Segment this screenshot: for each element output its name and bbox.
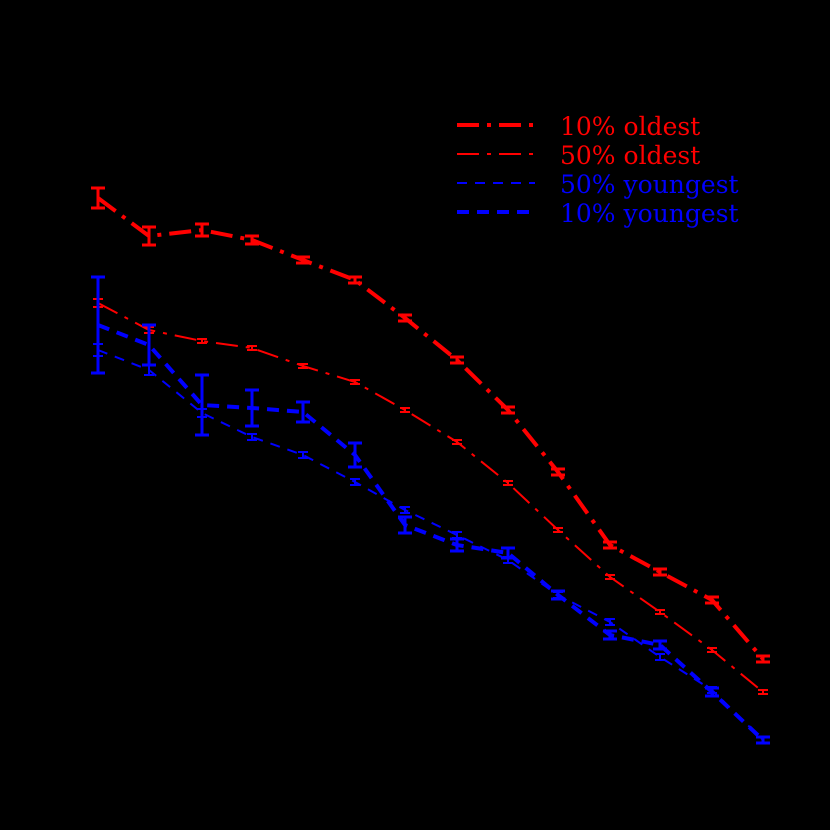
legend-item-50-oldest: 50% oldest bbox=[455, 142, 795, 171]
legend-label: 10% youngest bbox=[560, 199, 739, 228]
legend-line-icon bbox=[457, 182, 535, 184]
legend-label: 10% oldest bbox=[560, 112, 701, 141]
series-10-oldest bbox=[91, 186, 770, 664]
series-10-youngest bbox=[91, 275, 770, 745]
legend-line-icon bbox=[457, 123, 535, 127]
series-line bbox=[97, 323, 765, 742]
legend: 10% oldest 50% oldest 50% youngest 10% y… bbox=[455, 113, 795, 229]
legend-item-10-oldest: 10% oldest bbox=[455, 113, 795, 142]
series-layer bbox=[91, 186, 770, 745]
series-line bbox=[97, 302, 764, 693]
legend-item-10-youngest: 10% youngest bbox=[455, 200, 795, 229]
series-line bbox=[97, 349, 764, 741]
legend-line-icon bbox=[457, 210, 535, 214]
legend-line-icon bbox=[457, 153, 535, 155]
legend-item-50-youngest: 50% youngest bbox=[455, 171, 795, 200]
legend-label: 50% youngest bbox=[560, 170, 739, 199]
legend-label: 50% oldest bbox=[560, 141, 701, 170]
